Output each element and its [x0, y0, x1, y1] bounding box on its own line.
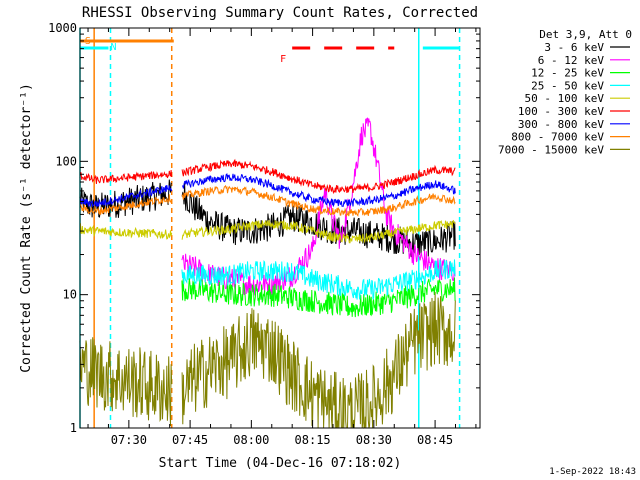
x-tick-label: 08:00 [233, 433, 269, 447]
y-tick-label: 1000 [48, 21, 77, 35]
y-tick-label: 1 [70, 421, 77, 435]
x-tick-label: 07:45 [172, 433, 208, 447]
x-axis-title: Start Time (04-Dec-16 07:18:02) [159, 456, 402, 471]
y-axis-title: Corrected Count Rate (s⁻¹ detector⁻¹) [19, 83, 34, 373]
x-tick-label: 08:45 [417, 433, 453, 447]
chart-title: RHESSI Observing Summary Count Rates, Co… [82, 5, 478, 21]
x-tick-label: 08:30 [356, 433, 392, 447]
series-line-4-0 [79, 222, 173, 240]
legend-label-3: 25 - 50 keV [531, 79, 604, 92]
plot-area: S N F [79, 28, 461, 429]
legend-label-0: 3 - 6 keV [544, 41, 604, 54]
legend-label-7: 800 - 7000 keV [511, 131, 604, 144]
footer-date-stamp: 1-Sep-2022 18:43 [549, 467, 636, 477]
x-tick-label: 07:30 [111, 433, 147, 447]
annotation-label-S: S [85, 36, 91, 47]
legend-label-4: 50 - 100 keV [525, 92, 605, 105]
series-line-3-0 [181, 259, 456, 300]
annotation-label-F: F [280, 54, 286, 65]
series-line-0-0 [79, 179, 173, 218]
plot-frame [79, 27, 481, 429]
y-tick-label: 10 [63, 288, 77, 302]
x-tick-label: 08:15 [295, 433, 331, 447]
series-line-8-1 [181, 291, 456, 429]
legend-label-6: 300 - 800 keV [518, 118, 604, 131]
legend-label-1: 6 - 12 keV [538, 54, 605, 67]
series-line-7-0 [79, 194, 173, 216]
series-line-0-1 [181, 183, 456, 258]
axes: 1 10 100 1000 07:30 07:45 08:00 08:15 08:30 08:45 [48, 21, 480, 447]
legend-label-5: 100 - 300 keV [518, 105, 604, 118]
series-line-4-1 [181, 219, 456, 244]
annotation-label-N: N [110, 42, 116, 53]
series-line-7-1 [181, 184, 456, 217]
legend-label-2: 12 - 25 keV [531, 67, 604, 80]
series-line-5-0 [79, 169, 173, 185]
series-line-5-1 [181, 158, 456, 195]
y-tick-label: 100 [55, 154, 77, 168]
series-line-6-1 [182, 173, 456, 208]
series-line-8-0 [79, 337, 173, 427]
legend-header: Det 3,9, Att 0 [539, 28, 632, 41]
legend-label-8: 7000 - 15000 keV [498, 143, 604, 156]
series-line-6-0 [79, 185, 173, 208]
